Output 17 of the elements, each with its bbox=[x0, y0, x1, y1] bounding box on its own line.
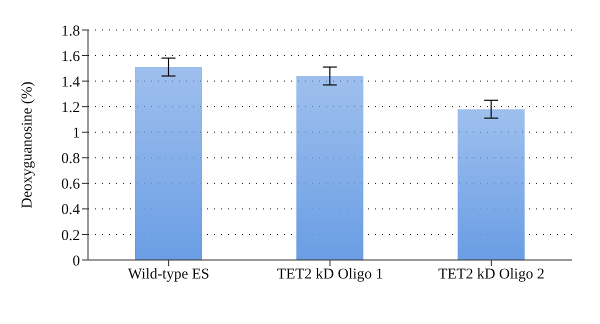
x-tick-label: Wild-type ES bbox=[128, 266, 210, 283]
y-tick-label: 0.6 bbox=[61, 176, 80, 193]
bar bbox=[135, 67, 202, 260]
y-tick-label: 1.2 bbox=[61, 100, 80, 116]
y-tick-label: 0.4 bbox=[61, 202, 80, 218]
y-tick-label: 1.4 bbox=[61, 74, 80, 90]
y-tick-label: 0.2 bbox=[61, 228, 80, 244]
bar bbox=[458, 109, 525, 260]
y-tick-label: 1.6 bbox=[61, 48, 80, 65]
x-tick-label: TET2 kD Oligo 1 bbox=[276, 266, 384, 283]
y-axis-title: Deoxyguanosine (%) bbox=[19, 81, 36, 209]
bar bbox=[296, 76, 364, 260]
y-tick-label: 0.8 bbox=[61, 151, 80, 168]
x-tick-label: TET2 kD Oligo 2 bbox=[438, 266, 544, 283]
y-tick-label: 1.8 bbox=[61, 23, 80, 40]
y-tick-label: 1 bbox=[72, 126, 80, 142]
y-tick-label: 0 bbox=[72, 253, 80, 270]
